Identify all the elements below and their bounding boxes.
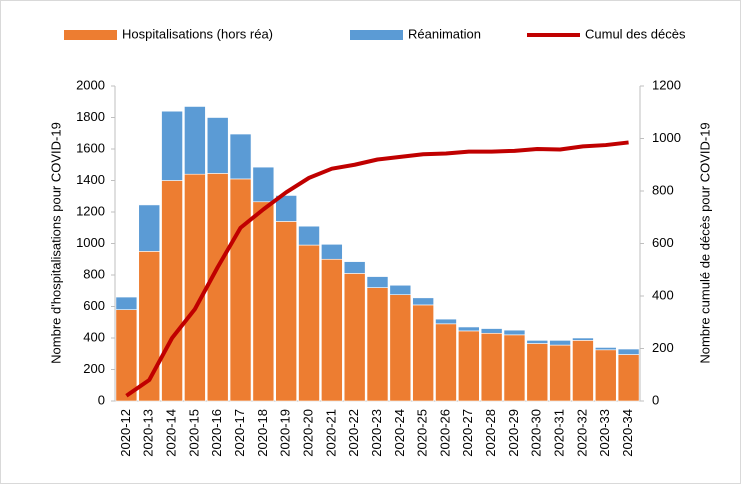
x-tick-label: 2020-13	[141, 409, 156, 457]
bar	[480, 328, 503, 334]
x-tick-label: 2020-32	[574, 409, 589, 457]
y-tick-label: 0	[98, 392, 105, 407]
bar	[594, 349, 617, 402]
y-tick-label: 600	[83, 298, 105, 313]
legend-label: Cumul des décès	[585, 26, 686, 41]
line	[125, 140, 629, 398]
bar	[458, 330, 480, 402]
y2-tick-label: 600	[652, 235, 674, 250]
bar	[435, 323, 457, 402]
bar	[389, 284, 412, 295]
y2-tick-label: 800	[652, 182, 674, 197]
y-tick-label: 1000	[76, 235, 105, 250]
bar	[252, 166, 275, 203]
x-tick-label: 2020-28	[483, 409, 498, 457]
chart-border	[0, 0, 741, 484]
bar	[321, 243, 343, 260]
bar	[275, 195, 297, 222]
x-tick-label: 2020-31	[552, 409, 567, 457]
bar	[115, 296, 138, 310]
x-tick-label: 2020-30	[529, 409, 544, 457]
bar	[389, 294, 412, 402]
y2-tick-label: 0	[652, 392, 659, 407]
x-tick-label: 2020-15	[186, 409, 201, 457]
bar	[412, 297, 434, 306]
x-tick-label: 2020-23	[369, 409, 384, 457]
bar	[526, 343, 549, 402]
y-tick-label: 2000	[76, 77, 105, 92]
bar	[298, 244, 320, 402]
legend-label: Réanimation	[408, 26, 481, 41]
bar	[572, 337, 594, 341]
y-axis-title: Nombre d'hospitalisations pour COVID-19	[48, 122, 63, 364]
x-tick-label: 2020-26	[437, 409, 452, 457]
bar	[435, 318, 457, 325]
bar	[229, 178, 252, 402]
bar	[138, 204, 161, 252]
y2-axis-title: Nombre cumulé de décès pour COVID-19	[697, 122, 712, 363]
bar	[275, 221, 297, 402]
bar	[321, 258, 343, 402]
x-tick-label: 2020-24	[392, 409, 407, 457]
x-tick-label: 2020-18	[255, 409, 270, 457]
bar	[184, 173, 206, 402]
x-tick-label: 2020-22	[346, 409, 361, 457]
x-tick-label: 2020-27	[460, 409, 475, 457]
y-tick-label: 1400	[76, 172, 105, 187]
x-tick-label: 2020-33	[597, 409, 612, 457]
y-tick-label: 1200	[76, 203, 105, 218]
legend-label: Hospitalisations (hors réa)	[122, 26, 273, 41]
legend-swatch	[350, 30, 403, 40]
y2-tick-label: 1200	[652, 77, 681, 92]
bar	[343, 261, 366, 274]
x-tick-label: 2020-16	[209, 409, 224, 457]
bar	[617, 348, 640, 355]
legend-swatch	[64, 30, 117, 40]
x-tick-label: 2020-21	[323, 409, 338, 457]
bar	[617, 354, 640, 402]
x-tick-label: 2020-25	[415, 409, 430, 457]
bar	[343, 273, 366, 402]
x-tick-label: 2020-17	[232, 409, 247, 457]
x-tick-label: 2020-12	[118, 409, 133, 457]
bar	[206, 117, 229, 174]
bar	[503, 329, 526, 336]
bar	[161, 110, 183, 181]
x-tick-label: 2020-34	[620, 409, 635, 457]
bar	[526, 340, 549, 344]
y2-tick-label: 400	[652, 287, 674, 302]
bar	[161, 180, 183, 402]
x-tick-label: 2020-19	[278, 409, 293, 457]
y-tick-label: 800	[83, 266, 105, 281]
bar	[366, 287, 389, 402]
bar	[252, 201, 275, 402]
y-tick-label: 1600	[76, 140, 105, 155]
bar	[549, 340, 571, 346]
bar	[412, 304, 434, 402]
bar	[206, 173, 229, 402]
bar	[298, 225, 320, 246]
bar	[572, 340, 594, 402]
x-tick-label: 2020-29	[506, 409, 521, 457]
y-tick-label: 200	[83, 361, 105, 376]
bar	[229, 133, 252, 180]
y-tick-label: 1800	[76, 109, 105, 124]
y-tick-label: 400	[83, 329, 105, 344]
x-tick-label: 2020-14	[164, 409, 179, 457]
bar	[549, 344, 571, 402]
bar	[115, 309, 138, 402]
bar	[184, 106, 206, 175]
y2-tick-label: 1000	[652, 130, 681, 145]
bar	[503, 334, 526, 402]
bar	[480, 332, 503, 402]
y2-tick-label: 200	[652, 340, 674, 355]
bar	[458, 326, 480, 332]
bar	[366, 276, 389, 288]
bar	[594, 347, 617, 351]
x-tick-label: 2020-20	[300, 409, 315, 457]
